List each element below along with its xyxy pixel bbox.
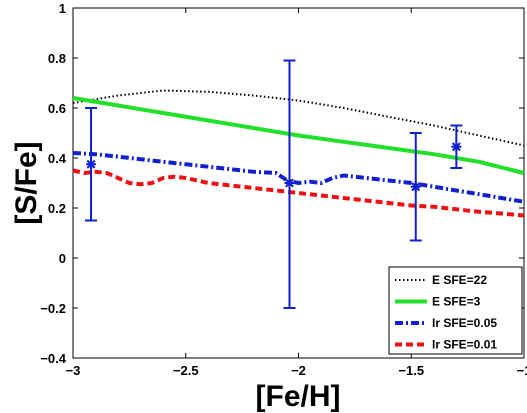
marker-stroke bbox=[451, 142, 461, 152]
y-tick-label: 1 bbox=[59, 1, 66, 16]
x-tick-label: −1 bbox=[517, 363, 527, 378]
series-line-2 bbox=[72, 151, 525, 204]
x-tick-label: −2 bbox=[291, 363, 306, 378]
series-line-3 bbox=[72, 168, 525, 218]
x-axis-label: [Fe/H] bbox=[256, 380, 341, 413]
series-layer bbox=[72, 89, 525, 218]
legend-label-1: E SFE=3 bbox=[432, 295, 481, 309]
y-tick-label: −0.4 bbox=[40, 351, 66, 366]
x-tick-label: −3 bbox=[66, 363, 81, 378]
legend-label-0: E SFE=22 bbox=[432, 273, 487, 287]
ticks-layer: −3 −2.5 −2 −1.5 −1 −0.4 −0.2 0 0.2 0.4 0.6 0.8 1 bbox=[40, 1, 527, 378]
observation-point-3 bbox=[450, 124, 463, 169]
legend-box bbox=[388, 266, 523, 355]
observations-layer bbox=[85, 59, 463, 309]
x-tick-label: −2.5 bbox=[173, 363, 199, 378]
y-axis-label: [S/Fe] bbox=[10, 141, 43, 224]
marker-stroke bbox=[411, 182, 421, 192]
y-tick-label: 0.8 bbox=[48, 51, 66, 66]
x-tick-label: −1.5 bbox=[398, 363, 424, 378]
observation-point-1 bbox=[283, 59, 296, 309]
legend: E SFE=22 E SFE=3 Ir SFE=0.05 Ir SFE=0.01 bbox=[388, 266, 523, 355]
y-tick-label: 0.6 bbox=[48, 101, 66, 116]
y-tick-label: −0.2 bbox=[40, 301, 66, 316]
observation-point-2 bbox=[409, 132, 422, 242]
series-line-1 bbox=[72, 96, 525, 175]
observation-point-0 bbox=[85, 107, 98, 222]
y-tick-label: 0.4 bbox=[48, 151, 67, 166]
legend-label-3: Ir SFE=0.01 bbox=[432, 338, 497, 352]
marker-stroke bbox=[86, 159, 96, 169]
legend-label-2: Ir SFE=0.05 bbox=[432, 316, 497, 330]
y-tick-label: 0 bbox=[59, 251, 66, 266]
y-tick-label: 0.2 bbox=[48, 201, 66, 216]
marker-stroke bbox=[285, 178, 294, 188]
